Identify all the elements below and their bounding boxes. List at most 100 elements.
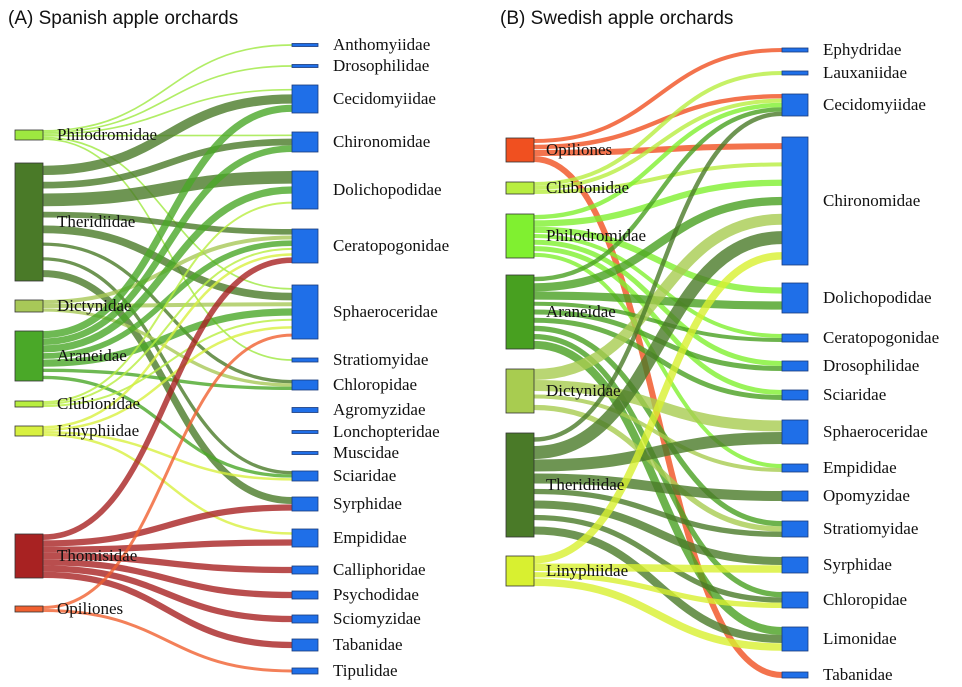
link [42,145,293,346]
right-node-label: Cecidomyiidae [333,89,436,108]
link [533,514,783,603]
right-node-label: Tipulidae [333,661,398,680]
link [42,186,293,353]
link [42,433,293,535]
left-node [14,330,44,382]
right-node [291,430,319,434]
link [533,179,783,227]
right-node-label: Lauxaniidae [823,63,907,82]
link [42,88,293,136]
left-node-label: Dictynidae [57,296,132,315]
right-node-label: Syrphidae [823,555,892,574]
right-node [781,282,809,314]
left-node [505,274,535,350]
link [533,143,783,156]
left-node-label: Araneidae [546,302,616,321]
link [533,213,783,380]
right-node [781,70,809,76]
link [42,504,293,547]
link [533,102,783,220]
link [42,65,293,134]
right-node [781,490,809,502]
link [42,539,293,553]
right-node-label: Psychodidae [333,585,419,604]
link [42,571,293,649]
right-node [291,228,319,264]
link [533,432,783,472]
right-node [781,671,809,679]
right-node [781,591,809,609]
link [42,257,293,540]
right-node [781,93,809,117]
link [42,253,293,429]
right-node-label: Ceratopogonidae [823,328,939,347]
link [42,136,293,290]
right-node-label: Ceratopogonidae [333,236,449,255]
right-node-label: Drosophilidae [823,356,919,375]
left-node [14,162,44,282]
right-node [291,590,319,600]
link [42,240,293,359]
left-node [505,432,535,538]
left-node [14,299,44,313]
link [533,394,783,472]
left-node-label: Clubionidae [546,178,629,197]
right-node-label: Limonidae [823,629,897,648]
left-node-label: Dictynidae [546,381,621,400]
right-node [781,463,809,473]
link [533,107,783,282]
left-node-label: Philodromidae [57,125,157,144]
right-node-label: Drosophilidae [333,56,429,75]
right-node [291,565,319,575]
right-node-label: Stratiomyidae [823,519,918,538]
right-node [781,360,809,372]
right-node [291,407,319,413]
right-node-label: Sphaeroceridae [333,302,438,321]
left-node [505,181,535,195]
right-node-label: Chironomidae [333,132,430,151]
link [533,578,783,651]
right-node-label: Sciaridae [333,466,396,485]
link [42,333,293,609]
right-node [291,496,319,512]
link [533,48,783,143]
link [533,563,783,573]
left-node [505,137,535,163]
right-node [781,136,809,266]
right-node-label: Cecidomyiidae [823,95,926,114]
left-node [14,425,44,437]
panel-title: (A) Spanish apple orchards [8,8,238,29]
left-node-label: Philodromidae [546,226,646,245]
link [42,138,293,189]
link [42,302,293,308]
left-node-label: Araneidae [57,346,127,365]
right-node [291,131,319,153]
panel: (B) Swedish apple orchards Opiliones Clubi… [500,8,939,684]
right-node-label: Empididae [333,528,407,547]
link [42,247,293,405]
link [42,326,293,431]
link [42,552,293,574]
left-node [505,555,535,587]
link [42,318,293,407]
link [533,162,783,194]
link [42,375,293,478]
link [533,404,783,532]
right-node [291,379,319,391]
right-node-label: Stratiomyidae [333,350,428,369]
panel-title: (B) Swedish apple orchards [500,8,733,29]
link [533,71,783,186]
left-node-label: Opiliones [57,599,123,618]
left-node-label: Theridiidae [57,212,135,231]
link [42,431,293,481]
right-node-label: Agromyzidae [333,400,426,419]
right-node-label: Chloropidae [823,590,907,609]
link [533,526,783,643]
link [42,565,293,623]
left-node-label: Theridiidae [546,475,624,494]
links [42,44,293,673]
right-node [781,389,809,401]
link [533,98,783,190]
link [533,226,783,294]
